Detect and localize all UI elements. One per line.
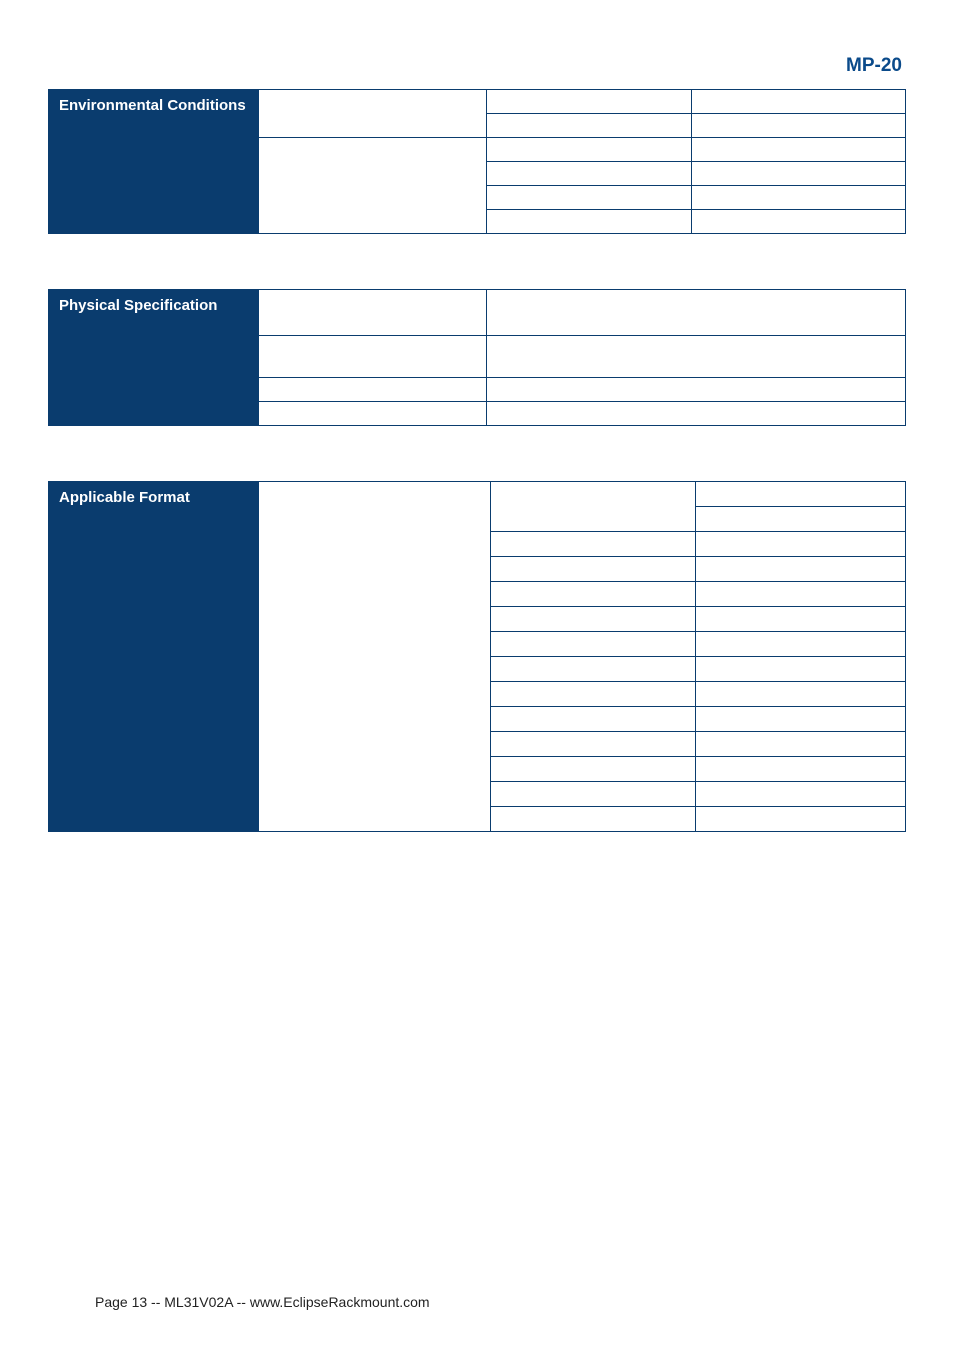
header-label: Applicable Format [59, 489, 190, 506]
cell [491, 682, 696, 707]
table-environmental: Environmental Conditions [48, 89, 906, 234]
cell [259, 290, 487, 336]
product-title: MP-20 [48, 55, 906, 77]
table-row: Physical Specification [49, 290, 906, 336]
cell [487, 162, 692, 186]
table-row: Environmental Conditions [49, 90, 906, 114]
cell [491, 732, 696, 757]
cell [487, 90, 692, 114]
cell [259, 378, 487, 402]
cell [491, 482, 696, 532]
cell [696, 507, 906, 532]
cell [487, 210, 692, 234]
table-header-physical: Physical Specification [49, 290, 259, 426]
header-label: Physical Specification [59, 297, 217, 314]
cell [259, 402, 487, 426]
cell [696, 657, 906, 682]
cell [259, 336, 487, 378]
cell [696, 582, 906, 607]
cell [696, 807, 906, 832]
cell [696, 782, 906, 807]
cell [487, 186, 692, 210]
table-row: Applicable Format [49, 482, 906, 507]
cell [696, 707, 906, 732]
table-header-environmental: Environmental Conditions [49, 90, 259, 234]
cell [487, 378, 906, 402]
cell [491, 532, 696, 557]
cell [491, 632, 696, 657]
table-header-format: Applicable Format [49, 482, 259, 832]
cell [692, 162, 906, 186]
cell [259, 90, 487, 138]
cell [259, 482, 491, 832]
cell [692, 186, 906, 210]
cell [491, 807, 696, 832]
cell [696, 682, 906, 707]
cell [692, 90, 906, 114]
cell [491, 557, 696, 582]
cell [259, 138, 487, 234]
cell [696, 757, 906, 782]
cell [491, 707, 696, 732]
header-label: Environmental Conditions [59, 97, 246, 114]
cell [696, 607, 906, 632]
cell [487, 290, 906, 336]
cell [487, 336, 906, 378]
cell [696, 482, 906, 507]
cell [491, 782, 696, 807]
cell [696, 732, 906, 757]
cell [692, 114, 906, 138]
cell [491, 582, 696, 607]
page: MP-20 Environmental Conditions [0, 0, 954, 1350]
cell [487, 402, 906, 426]
cell [491, 607, 696, 632]
cell [491, 757, 696, 782]
cell [487, 138, 692, 162]
cell [487, 114, 692, 138]
table-physical: Physical Specification [48, 289, 906, 426]
cell [696, 632, 906, 657]
cell [696, 557, 906, 582]
page-footer: Page 13 -- ML31V02A -- www.EclipseRackmo… [95, 1294, 430, 1310]
table-format: Applicable Format [48, 481, 906, 832]
cell [692, 138, 906, 162]
cell [491, 657, 696, 682]
cell [692, 210, 906, 234]
cell [696, 532, 906, 557]
